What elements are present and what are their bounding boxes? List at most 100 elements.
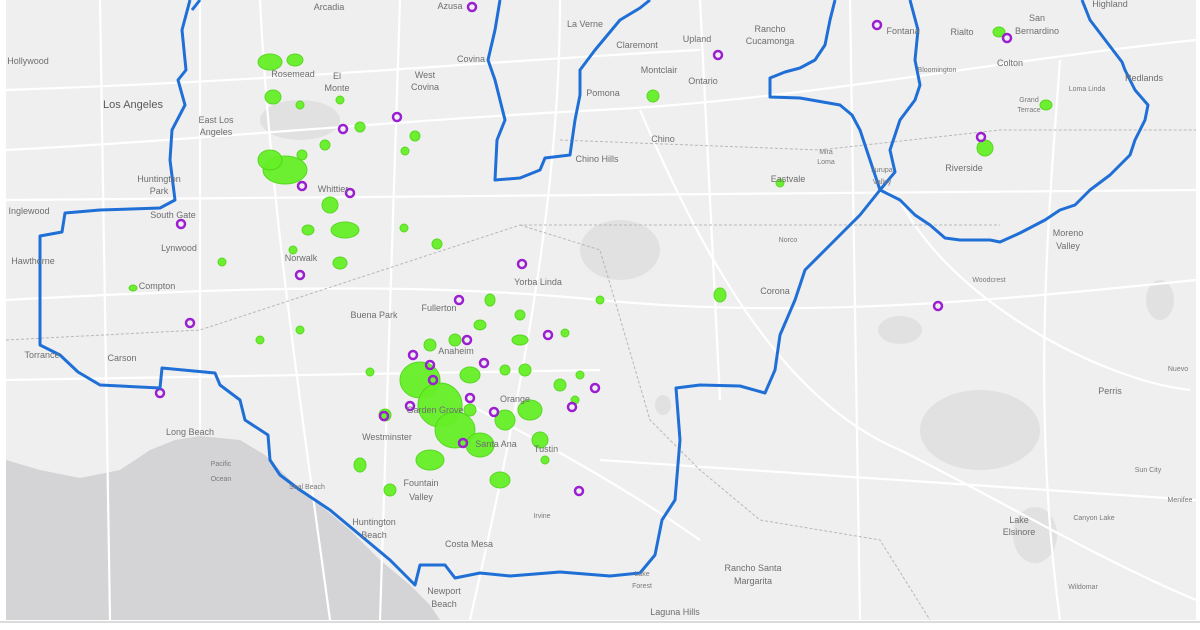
green-area[interactable] <box>494 409 516 431</box>
purple-site[interactable] <box>1001 32 1013 44</box>
green-area[interactable] <box>295 100 305 110</box>
district-boundary[interactable] <box>879 0 1150 244</box>
green-area[interactable] <box>257 53 283 71</box>
green-area[interactable] <box>423 338 437 352</box>
place-label: Buena Park <box>350 310 398 320</box>
district-boundary[interactable] <box>38 0 882 587</box>
green-area[interactable] <box>448 333 462 347</box>
green-area[interactable] <box>295 325 305 335</box>
green-area[interactable] <box>553 378 567 392</box>
green-area[interactable] <box>319 139 331 151</box>
green-area[interactable] <box>713 287 727 303</box>
place-label: Compton <box>139 281 176 291</box>
green-area[interactable] <box>484 293 496 307</box>
purple-site[interactable] <box>566 401 578 413</box>
purple-site[interactable] <box>407 349 419 361</box>
green-area[interactable] <box>775 178 785 188</box>
purple-site[interactable] <box>975 131 987 143</box>
place-label: Upland <box>683 34 712 44</box>
green-area[interactable] <box>517 399 543 421</box>
purple-site[interactable] <box>424 359 436 371</box>
purple-site[interactable] <box>516 258 528 270</box>
green-area[interactable] <box>128 284 138 292</box>
green-area[interactable] <box>257 149 283 171</box>
green-area[interactable] <box>354 121 366 133</box>
place-label: Hawthorne <box>11 256 55 266</box>
place-label: Inglewood <box>8 206 49 216</box>
green-area[interactable] <box>383 483 397 497</box>
green-area[interactable] <box>335 95 345 105</box>
purple-site[interactable] <box>453 294 465 306</box>
green-area[interactable] <box>399 223 409 233</box>
green-area[interactable] <box>409 130 421 142</box>
purple-site[interactable] <box>542 329 554 341</box>
purple-site[interactable] <box>932 300 944 312</box>
green-area[interactable] <box>217 257 227 267</box>
green-area[interactable] <box>499 364 511 376</box>
road <box>1043 59 1062 621</box>
green-area[interactable] <box>518 363 532 377</box>
purple-site[interactable] <box>344 187 356 199</box>
district-boundary[interactable] <box>486 0 651 182</box>
place-label: Canyon Lake <box>1073 515 1114 522</box>
green-area[interactable] <box>264 89 282 105</box>
green-area[interactable] <box>353 457 367 473</box>
green-area[interactable] <box>511 334 529 346</box>
purple-site[interactable] <box>464 392 476 404</box>
purple-site[interactable] <box>184 317 196 329</box>
green-area[interactable] <box>595 295 605 305</box>
green-area[interactable] <box>646 89 660 103</box>
place-label: La Verne <box>567 19 603 29</box>
green-area[interactable] <box>400 146 410 156</box>
green-area[interactable] <box>296 149 308 161</box>
district-boundary[interactable] <box>878 0 922 191</box>
purple-site[interactable] <box>457 437 469 449</box>
purple-site[interactable] <box>337 123 349 135</box>
district-boundary[interactable] <box>768 0 882 191</box>
green-area[interactable] <box>415 449 445 471</box>
green-area[interactable] <box>431 238 443 250</box>
purple-site[interactable] <box>427 374 439 386</box>
district-boundary[interactable] <box>190 0 202 11</box>
purple-site[interactable] <box>488 406 500 418</box>
purple-site[interactable] <box>391 111 403 123</box>
place-label: Azusa <box>437 1 462 11</box>
purple-site[interactable] <box>589 382 601 394</box>
green-area[interactable] <box>330 221 360 239</box>
green-area[interactable] <box>301 224 315 236</box>
green-area[interactable] <box>463 403 477 417</box>
purple-site[interactable] <box>461 334 473 346</box>
green-area[interactable] <box>365 367 375 377</box>
purple-site[interactable] <box>294 269 306 281</box>
green-area[interactable] <box>255 335 265 345</box>
green-area[interactable] <box>288 245 298 255</box>
green-area[interactable] <box>286 53 304 67</box>
purple-site[interactable] <box>871 19 883 31</box>
purple-site[interactable] <box>296 180 308 192</box>
green-area[interactable] <box>540 455 550 465</box>
green-area[interactable] <box>992 26 1006 38</box>
purple-site[interactable] <box>478 357 490 369</box>
purple-site[interactable] <box>712 49 724 61</box>
green-area[interactable] <box>514 309 526 321</box>
purple-site[interactable] <box>378 410 390 422</box>
purple-site[interactable] <box>573 485 585 497</box>
green-area[interactable] <box>976 139 994 157</box>
purple-site[interactable] <box>175 218 187 230</box>
purple-site[interactable] <box>404 400 416 412</box>
green-area[interactable] <box>473 319 487 331</box>
green-area[interactable] <box>531 431 549 449</box>
green-area[interactable] <box>332 256 348 270</box>
place-label: Menifee <box>1168 497 1193 504</box>
county-lines <box>5 129 1196 621</box>
green-area[interactable] <box>489 471 511 489</box>
green-area[interactable] <box>575 370 585 380</box>
green-area[interactable] <box>560 328 570 338</box>
road <box>638 109 1197 602</box>
place-label: Colton <box>997 58 1023 68</box>
purple-site[interactable] <box>466 1 478 13</box>
green-area[interactable] <box>321 196 339 214</box>
green-area[interactable] <box>459 366 481 384</box>
green-area[interactable] <box>1039 99 1053 111</box>
